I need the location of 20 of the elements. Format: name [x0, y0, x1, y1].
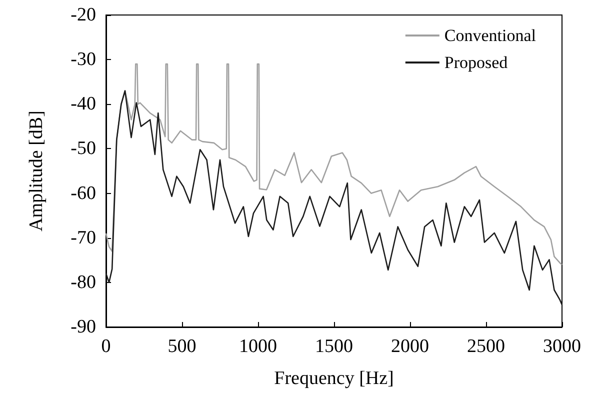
y-tick-label: -50	[70, 138, 96, 160]
x-tick-label: 3000	[543, 336, 581, 357]
x-tick-label: 2000	[391, 336, 429, 357]
y-tick-label: -40	[70, 94, 96, 115]
x-tick-label: 1000	[239, 336, 277, 357]
legend-label: Conventional	[444, 26, 536, 45]
y-tick-label: -80	[70, 272, 96, 293]
y-tick-label: -60	[70, 182, 96, 204]
y-tick-label: -90	[70, 316, 96, 338]
y-tick-label: -70	[70, 227, 96, 248]
x-tick-label: 500	[168, 336, 196, 357]
line-series	[105, 90, 563, 306]
x-tick-label: 1500	[315, 336, 353, 357]
y-tick-label: -20	[70, 4, 96, 26]
legend-label: Proposed	[444, 53, 508, 72]
y-axis-title: Amplitude [dB]	[26, 110, 47, 232]
x-tick-label: 0	[101, 336, 111, 357]
x-axis-title: Frequency [Hz]	[274, 368, 394, 389]
y-tick-label: -30	[70, 49, 96, 70]
x-tick-label: 2500	[467, 336, 505, 357]
